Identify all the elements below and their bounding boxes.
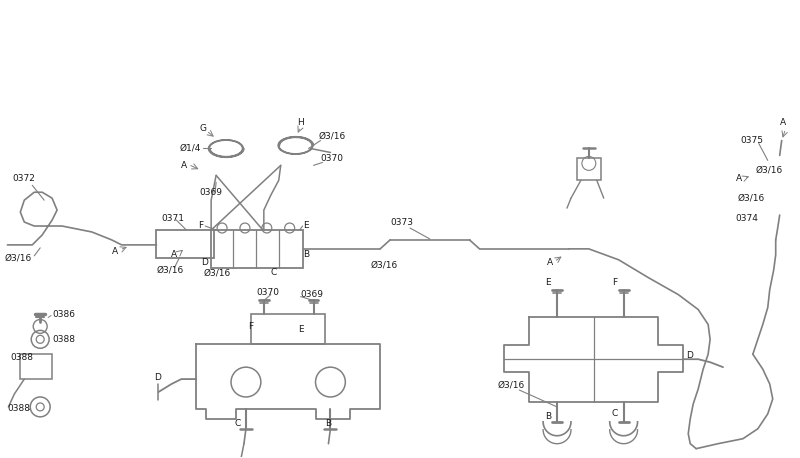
Text: A: A: [112, 247, 118, 256]
Text: B: B: [545, 412, 551, 421]
Text: 0372: 0372: [12, 174, 35, 183]
Text: Ø3/16: Ø3/16: [498, 381, 525, 390]
Text: Ø3/16: Ø3/16: [738, 194, 765, 203]
Text: B: B: [326, 420, 331, 428]
Bar: [251, 315, 326, 344]
Text: 0374: 0374: [735, 213, 758, 223]
Bar: [211, 230, 302, 268]
Text: 0369: 0369: [199, 188, 222, 197]
Text: C: C: [612, 409, 618, 418]
Text: Ø3/16: Ø3/16: [157, 265, 184, 274]
Text: A: A: [547, 258, 554, 267]
Text: C: C: [234, 420, 240, 428]
Text: G: G: [199, 124, 206, 133]
Bar: [20, 354, 52, 379]
Text: E: E: [303, 220, 310, 229]
Text: 0371: 0371: [162, 213, 185, 223]
Text: Ø3/16: Ø3/16: [756, 166, 783, 175]
Text: Ø3/16: Ø3/16: [5, 253, 32, 262]
Text: A: A: [736, 174, 742, 183]
Text: C: C: [270, 268, 277, 277]
Text: A: A: [182, 161, 187, 170]
Text: 0386: 0386: [52, 310, 75, 319]
Text: F: F: [612, 278, 617, 287]
Text: 0373: 0373: [390, 218, 413, 227]
Bar: [577, 158, 601, 180]
Text: Ø3/16: Ø3/16: [318, 131, 346, 140]
Text: B: B: [303, 251, 310, 259]
Text: F: F: [198, 220, 203, 229]
Text: Ø3/16: Ø3/16: [370, 260, 398, 269]
Bar: [157, 230, 214, 258]
Text: F: F: [248, 322, 253, 331]
Text: D: D: [686, 351, 693, 360]
Text: 0375: 0375: [740, 136, 763, 145]
Text: H: H: [297, 118, 303, 127]
Text: 0369: 0369: [301, 290, 324, 299]
Text: 0388: 0388: [10, 353, 34, 362]
Text: 0370: 0370: [256, 288, 279, 297]
Text: 0388: 0388: [52, 335, 75, 344]
Text: E: E: [298, 325, 304, 334]
Text: D: D: [154, 373, 162, 382]
Text: 0370: 0370: [321, 154, 343, 163]
Text: E: E: [545, 278, 550, 287]
Text: Ø3/16: Ø3/16: [203, 268, 230, 277]
Text: 0388: 0388: [7, 404, 30, 414]
Text: D: D: [202, 258, 208, 267]
Text: Ø1/4: Ø1/4: [179, 144, 201, 153]
Text: A: A: [171, 251, 178, 259]
Text: A: A: [780, 118, 786, 127]
